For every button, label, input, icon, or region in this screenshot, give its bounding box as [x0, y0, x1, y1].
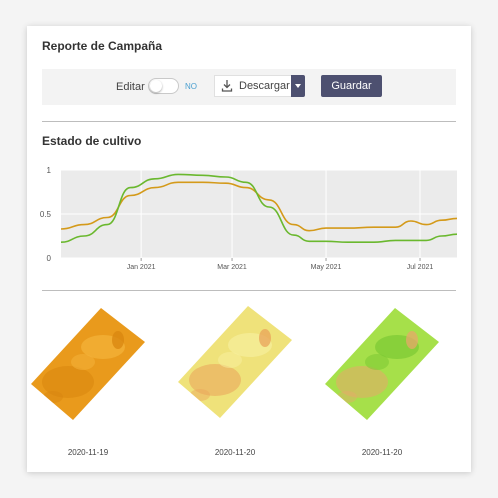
field-thumbnails: 2020-11-19 2020-11-20 2020-11-20	[27, 296, 471, 472]
chevron-down-icon	[295, 84, 301, 88]
x-tick-label: Jul 2021	[407, 264, 434, 271]
y-tick-label: 0.5	[40, 210, 52, 219]
download-button[interactable]: Descargar	[214, 75, 305, 97]
section-divider	[42, 121, 456, 122]
report-toolbar: Editar NO Descargar Guardar	[42, 69, 456, 105]
thumbnail-date: 2020-11-19	[67, 448, 109, 457]
download-dropdown-toggle[interactable]	[291, 75, 305, 97]
y-tick-label: 0	[47, 254, 52, 263]
campaign-report-card: Reporte de Campaña Editar NO Descargar G…	[27, 26, 471, 472]
x-tick-label: Mar 2021	[217, 264, 247, 271]
report-title: Reporte de Campaña	[42, 39, 163, 53]
series-line	[60, 173, 458, 243]
field-thumbnail[interactable]	[317, 302, 447, 422]
crop-status-chart: 0 0.5 1 Jan 2021 Mar 2021 May 2021 Jul 2021	[40, 166, 458, 271]
download-label: Descargar	[239, 80, 290, 92]
edit-label: Editar	[116, 81, 145, 93]
field-thumbnail[interactable]	[23, 302, 153, 422]
x-tick-label: Jan 2021	[127, 264, 156, 271]
thumbnail-date: 2020-11-20	[214, 448, 256, 457]
toggle-state-label: NO	[185, 82, 197, 91]
download-icon	[221, 80, 233, 92]
chart-divider	[42, 290, 456, 291]
save-button[interactable]: Guardar	[321, 75, 382, 97]
toggle-knob	[150, 80, 162, 92]
edit-toggle[interactable]	[148, 78, 179, 94]
crop-status-title: Estado de cultivo	[42, 134, 142, 148]
field-thumbnail[interactable]	[170, 300, 300, 420]
y-tick-label: 1	[47, 166, 52, 175]
x-tick-label: May 2021	[311, 264, 342, 271]
series-line	[60, 181, 458, 232]
thumbnail-date: 2020-11-20	[361, 448, 403, 457]
